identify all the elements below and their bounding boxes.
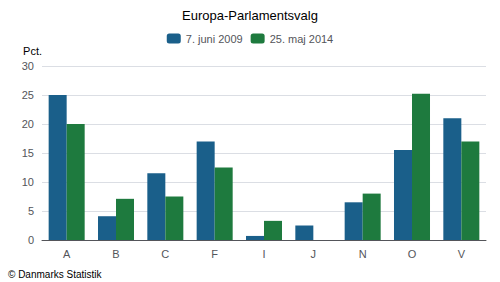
svg-text:C: C: [161, 248, 169, 260]
svg-text:O: O: [408, 248, 417, 260]
svg-text:V: V: [458, 248, 466, 260]
svg-text:25. maj 2014: 25. maj 2014: [270, 33, 334, 45]
svg-text:25: 25: [22, 89, 34, 101]
svg-text:J: J: [311, 248, 317, 260]
svg-text:0: 0: [28, 234, 34, 246]
svg-text:F: F: [211, 248, 218, 260]
svg-text:B: B: [112, 248, 119, 260]
svg-text:10: 10: [22, 176, 34, 188]
svg-text:7. juni 2009: 7. juni 2009: [186, 33, 243, 45]
svg-text:© Danmarks Statistik: © Danmarks Statistik: [8, 269, 103, 280]
svg-text:Europa-Parlamentsvalg: Europa-Parlamentsvalg: [182, 8, 318, 23]
svg-text:20: 20: [22, 118, 34, 130]
svg-text:A: A: [63, 248, 71, 260]
svg-text:I: I: [262, 248, 265, 260]
svg-text:Pct.: Pct.: [23, 45, 42, 57]
svg-text:5: 5: [28, 205, 34, 217]
svg-text:N: N: [359, 248, 367, 260]
svg-text:15: 15: [22, 147, 34, 159]
svg-text:30: 30: [22, 60, 34, 72]
